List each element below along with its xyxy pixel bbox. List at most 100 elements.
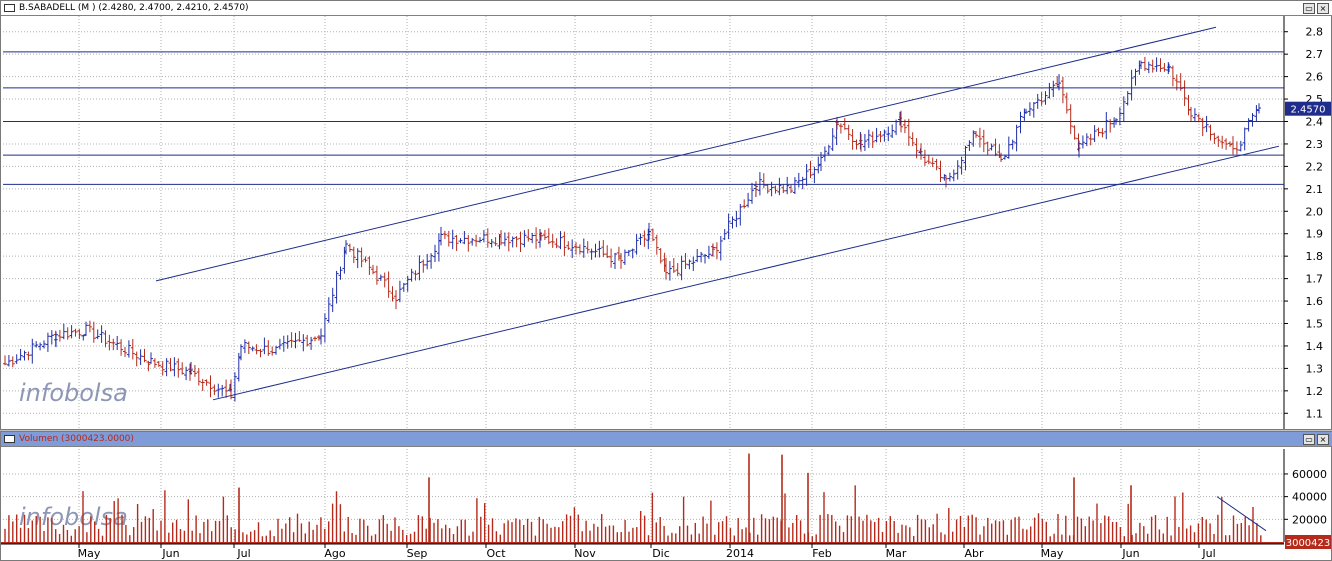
ohlc-bar <box>232 372 237 402</box>
ohlc-bar <box>277 338 282 350</box>
ohlc-bar <box>485 228 490 248</box>
ohlc-bar <box>626 249 631 257</box>
ohlc-bar <box>808 160 813 179</box>
ohlc-bar <box>192 365 197 377</box>
ohlc-bar <box>196 368 201 386</box>
ohlc-bar <box>910 132 915 147</box>
ohlc-bar <box>138 349 143 366</box>
ohlc-bar <box>878 130 883 143</box>
ohlc-bar <box>926 155 931 165</box>
price-axis-label: 2.0 <box>1306 205 1324 218</box>
ohlc-bar <box>91 321 96 343</box>
ohlc-bar <box>842 117 847 130</box>
close-icon[interactable]: × <box>1317 434 1329 445</box>
ohlc-bar <box>146 360 151 372</box>
time-axis-label: Jul <box>236 547 250 560</box>
ohlc-bar <box>1084 133 1089 147</box>
ohlc-bar <box>734 210 739 228</box>
ohlc-bar <box>826 144 831 156</box>
lower-channel-trendline <box>212 145 1280 401</box>
volume-axis-label: 60000 <box>1292 468 1327 481</box>
ohlc-bar <box>1170 65 1175 87</box>
ohlc-bar <box>401 282 406 292</box>
ohlc-bar <box>506 232 511 252</box>
ohlc-bar <box>1216 135 1221 147</box>
ohlc-bar <box>413 270 418 281</box>
ohlc-bar <box>593 243 598 258</box>
ohlc-bar <box>570 239 575 259</box>
ohlc-bar <box>1208 124 1213 141</box>
ohlc-bar <box>258 348 263 358</box>
ohlc-bar <box>589 248 594 260</box>
price-axis-label: 2.1 <box>1306 183 1324 196</box>
ohlc-bar <box>18 348 23 361</box>
ohlc-bar <box>1167 63 1171 73</box>
ohlc-bar <box>293 332 298 349</box>
restore-icon[interactable]: ▭ <box>1303 434 1315 445</box>
ohlc-bar <box>522 230 527 248</box>
last-volume-label: 3000423 <box>1286 538 1331 549</box>
ohlc-bar <box>274 345 278 355</box>
ohlc-bar <box>691 256 696 271</box>
volume-chart[interactable]: 20000 40000 60000 infobolsa 3000423 May Jun Jul… <box>1 447 1331 560</box>
ohlc-bar <box>683 253 688 269</box>
upper-channel-trendline <box>155 26 1217 282</box>
panel-menu-icon[interactable] <box>4 435 15 443</box>
time-axis-label: May <box>78 547 101 560</box>
ohlc-bar <box>355 248 360 269</box>
ohlc-bar <box>417 255 422 281</box>
ohlc-bar <box>204 379 209 386</box>
price-chart-panel: B.SABADELL (M ) (2.4280, 2.4700, 2.4210,… <box>0 0 1332 430</box>
ohlc-bar <box>1068 104 1073 135</box>
ohlc-bar <box>585 241 590 254</box>
ohlc-bar <box>1158 58 1163 72</box>
ohlc-bar <box>493 237 498 247</box>
time-axis-label: Ago <box>324 547 346 560</box>
ohlc-bar <box>854 139 859 150</box>
ohlc-bar <box>613 252 617 270</box>
ohlc-bar <box>1257 103 1261 114</box>
price-axis-label: 2.8 <box>1306 26 1324 39</box>
ohlc-bar <box>963 145 968 171</box>
ohlc-bar <box>1104 112 1109 140</box>
ohlc-bar <box>1196 113 1201 123</box>
restore-icon[interactable]: ▭ <box>1303 3 1315 14</box>
ohlc-bar <box>542 229 547 240</box>
ohlc-bar <box>746 192 751 208</box>
ohlc-bar <box>1212 132 1217 144</box>
ohlc-bar <box>77 329 82 340</box>
ohlc-bar <box>1051 80 1056 97</box>
ohlc-bar <box>1162 62 1167 72</box>
ohlc-bar <box>1125 91 1130 106</box>
ohlc-bar <box>777 177 782 196</box>
ohlc-bar <box>239 344 243 361</box>
ohlc-bar <box>1231 136 1235 155</box>
ohlc-bar <box>454 234 459 251</box>
ohlc-bar <box>699 251 704 263</box>
ohlc-bar <box>1242 127 1247 151</box>
ohlc-bar <box>99 325 104 343</box>
time-axis-label: Dic <box>652 547 670 560</box>
ohlc-bar <box>804 163 809 186</box>
panel-menu-icon[interactable] <box>4 4 15 12</box>
ohlc-bar <box>981 129 986 153</box>
last-volume-badge <box>1285 535 1331 549</box>
price-chart[interactable]: 1.1 1.2 1.3 1.4 1.5 1.6 1.7 1.8 1.9 2.0 2.1 2.2 2.3 2… <box>1 16 1331 429</box>
ohlc-bar <box>180 362 185 375</box>
ohlc-bar <box>859 133 863 152</box>
ohlc-bar <box>609 248 614 268</box>
time-axis-label: Abr <box>964 547 984 560</box>
ohlc-bar <box>54 331 58 348</box>
ohlc-bar <box>562 231 567 257</box>
ohlc-bar <box>152 358 157 368</box>
ohlc-bar <box>176 358 181 378</box>
close-icon[interactable]: × <box>1317 3 1329 14</box>
ohlc-bar <box>1024 108 1028 115</box>
ohlc-bar <box>667 261 672 281</box>
ohlc-bar <box>38 342 43 351</box>
ohlc-bar <box>359 247 364 268</box>
ohlc-bar <box>297 331 302 342</box>
price-axis-label: 1.5 <box>1306 318 1324 331</box>
price-axis-label: 1.1 <box>1306 407 1324 420</box>
ohlc-bar <box>922 149 927 166</box>
